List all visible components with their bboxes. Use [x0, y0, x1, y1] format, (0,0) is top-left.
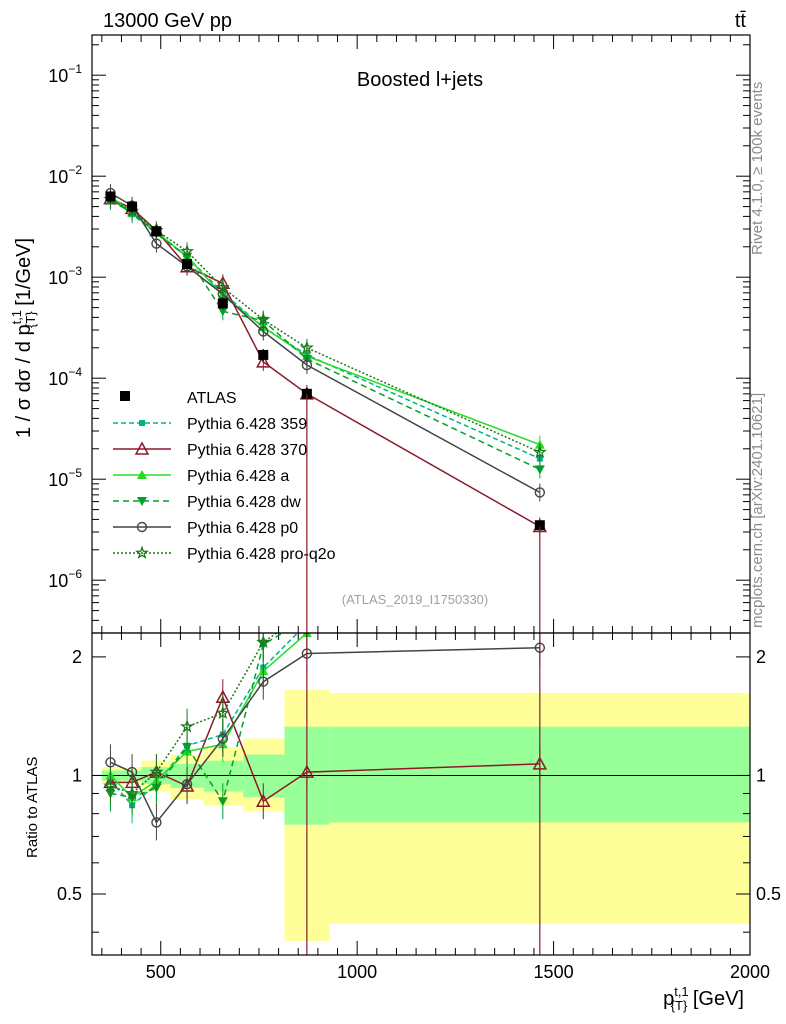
atlas-data-point: [217, 298, 228, 309]
atlas-data-point: [182, 259, 193, 270]
legend-label: Pythia 6.428 a: [187, 468, 289, 485]
main-panel-frame: [91, 34, 751, 634]
ratio-panel-frame: [91, 632, 751, 956]
analysis-label: (ATLAS_2019_I1750330): [342, 592, 488, 607]
atlas-data-point: [127, 201, 138, 212]
series-pythia-6-428-dw-line: [110, 200, 541, 471]
series-pythia-6-428-dw-main: [105, 191, 545, 479]
ratio-tick-label-left: 0.5: [57, 884, 82, 904]
chart-title: Boosted l+jets: [357, 69, 483, 91]
atlas-data-point: [151, 226, 162, 237]
y-tick-label: 10−3: [48, 264, 82, 288]
series-pythia-6-428-p0-point: [301, 359, 313, 371]
legend-marker-atlas: [120, 391, 130, 401]
ratio-tick-label-left: 2: [72, 647, 82, 667]
y-tick-label: 10−6: [48, 567, 82, 591]
series-pythia-6-428-pro-q2o-ratio-point: [124, 786, 140, 800]
ratio-tick-label-left: 1: [72, 765, 82, 785]
series-pythia-6-428-pro-q2o-main: [103, 190, 547, 462]
legend-label-atlas: ATLAS: [187, 390, 237, 407]
series-pythia-6-428-p0-ratio-point: [217, 733, 229, 744]
ratio-y-axis-label: Ratio to ATLAS: [24, 757, 41, 858]
header-left: 13000 GeV pp: [103, 10, 232, 32]
header-right: tt̄: [735, 10, 747, 32]
atlas-data-point: [258, 349, 269, 360]
series-pythia-6-428-p0-ratio-point: [105, 757, 116, 768]
ratio-tick-label-right: 0.5: [756, 884, 781, 904]
series-pythia-6-428-dw-point: [534, 465, 545, 475]
series-pythia-6-428-pro-q2o-point: [179, 244, 195, 258]
legend-label: Pythia 6.428 pro-q2o: [187, 546, 336, 563]
series-pythia-6-428-p0-point: [534, 487, 546, 498]
series-pythia-6-428-pro-q2o-line: [110, 198, 541, 453]
series-pythia-6-428-a-main: [105, 187, 545, 454]
series-pythia-6-428-pro-q2o-point: [215, 280, 230, 294]
series-pythia-6-428-dw-ratio-point: [217, 797, 228, 807]
x-tick-label: 1000: [337, 962, 377, 982]
axes: 10−6 10−5 10−4 10−3 10−2 10−1 500 1000 1500 2000 0…: [48, 35, 781, 982]
series-pythia-6-428-pro-q2o-ratio-point: [256, 634, 271, 649]
legend-marker: [139, 420, 145, 426]
series-pythia-6-428-370-point: [256, 354, 271, 368]
series-pythia-6-428-pro-q2o-point: [532, 444, 547, 459]
ratio-tick-label-right: 2: [756, 647, 766, 667]
series-pythia-6-428-p0-line: [110, 192, 541, 494]
atlas-data-point: [534, 520, 545, 531]
rivet-label: Rivet 4.1.0, ≥ 100k events: [749, 82, 766, 255]
series-pythia-6-428-pro-q2o-ratio-point: [215, 705, 230, 720]
series-pythia-6-428-pro-q2o-point: [299, 340, 314, 354]
mcplots-label: mcplots.cern.ch [arXiv:2401.10621]: [749, 393, 766, 628]
series-pythia-6-428-pro-q2o-ratio-point: [149, 764, 164, 779]
ratio-band-stat: [203, 760, 244, 792]
ratio-uncertainty-bands: [101, 689, 750, 941]
y-tick-label: 10−2: [48, 163, 82, 187]
series-pythia-6-428-p0-ratio-point: [258, 676, 269, 687]
y-tick-label: 10−4: [48, 365, 82, 389]
legend-marker: [134, 545, 150, 559]
series-pythia-6-428-pro-q2o-ratio-line: [110, 633, 278, 795]
series-pythia-6-428-a-line: [110, 195, 541, 446]
legend-label: Pythia 6.428 p0: [187, 520, 298, 537]
series-pythia-6-428-dw-ratio-line: [110, 633, 285, 804]
legend: ATLAS Pythia 6.428 359 Pythia 6.428 370 Pyt…: [113, 390, 336, 563]
legend-label: Pythia 6.428 dw: [187, 494, 301, 511]
series-pythia-6-428-p0-ratio-point: [181, 779, 193, 790]
series-pythia-6-428-359-main: [107, 188, 543, 468]
legend-marker: [137, 497, 147, 506]
legend-marker: [137, 470, 147, 479]
legend-label: Pythia 6.428 359: [187, 416, 307, 433]
series-pythia-6-428-pro-q2o-ratio-point: [179, 719, 195, 733]
y-tick-label: 10−1: [48, 62, 82, 86]
x-tick-label: 2000: [730, 962, 770, 982]
atlas-data: [105, 190, 545, 532]
series-pythia-6-428-359-ratio-point: [537, 511, 543, 517]
atlas-data-point: [105, 191, 116, 202]
y-tick-label: 10−5: [48, 466, 82, 490]
x-tick-label: 500: [146, 962, 176, 982]
series-pythia-6-428-pro-q2o-ratio-point: [103, 778, 118, 793]
legend-marker: [134, 441, 150, 455]
series-pythia-6-428-p0-ratio-point: [151, 817, 162, 828]
series-pythia-6-428-370-ratio-point: [256, 793, 271, 807]
series-pythia-6-428-dw-ratio-point: [182, 743, 193, 753]
ratio-tick-label-right: 1: [756, 765, 766, 785]
x-axis-label: pt,1 {T} [GeV]: [663, 984, 744, 1013]
series-layer: [103, 184, 548, 955]
series-pythia-6-428-pro-q2o-ratio: [103, 633, 278, 812]
x-tick-label: 1500: [534, 962, 574, 982]
series-pythia-6-428-pro-q2o-point: [256, 312, 271, 326]
legend-marker: [136, 521, 148, 533]
y-axis-label: 1 / σ dσ / d pt,1{T} [1/GeV]: [9, 238, 38, 438]
legend-label: Pythia 6.428 370: [187, 442, 307, 459]
series-pythia-6-428-p0-main: [105, 184, 546, 502]
series-pythia-6-428-dw-point: [217, 307, 228, 317]
series-pythia-6-428-p0-ratio-line: [110, 646, 540, 824]
